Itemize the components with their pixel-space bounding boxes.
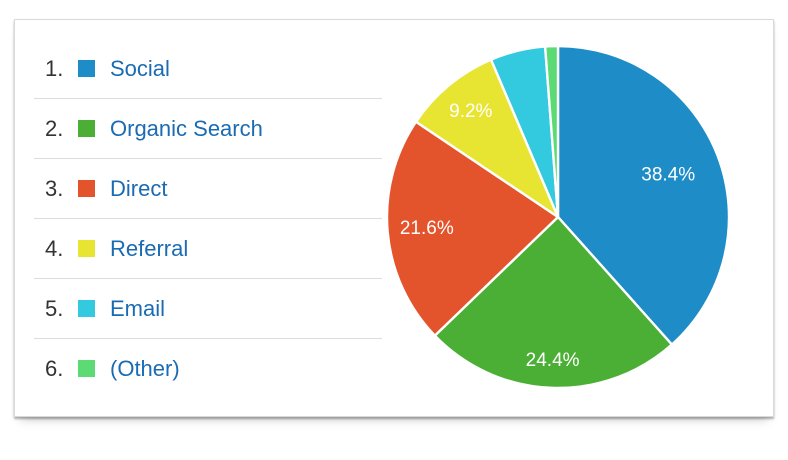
legend-item-social[interactable]: 1. Social <box>34 39 382 99</box>
legend-label[interactable]: Direct <box>110 175 168 201</box>
legend-swatch-icon <box>78 360 95 377</box>
legend-rank: 3. <box>45 175 64 201</box>
legend-swatch-icon <box>78 300 95 317</box>
pie-slice-organic-search[interactable] <box>433 215 674 390</box>
legend-swatch-icon <box>78 180 95 197</box>
pie-slice-direct[interactable] <box>385 120 560 337</box>
slice-percent-label: 38.4% <box>641 164 695 185</box>
slice-percent-label: 21.6% <box>400 218 454 239</box>
legend-label[interactable]: (Other) <box>110 355 180 381</box>
pie-slice-referral[interactable] <box>414 58 560 219</box>
legend-label[interactable]: Email <box>110 295 166 321</box>
legend-label[interactable]: Organic Search <box>110 115 263 141</box>
channels-legend: 1. Social 2. Organic Search 3. Direct 4.… <box>34 39 382 398</box>
pie-chart: 38.4% 24.4% 21.6% 9.2% <box>385 44 731 390</box>
legend-label[interactable]: Social <box>110 55 170 81</box>
legend-rank: 4. <box>45 235 64 261</box>
pie-slice-other[interactable] <box>543 44 560 219</box>
legend-item-referral[interactable]: 4. Referral <box>34 219 382 279</box>
legend-rank: 5. <box>45 295 64 321</box>
legend-rank: 6. <box>45 355 64 381</box>
legend-item-email[interactable]: 5. Email <box>34 279 382 339</box>
pie-chart-svg: 38.4% 24.4% 21.6% 9.2% <box>385 44 731 390</box>
legend-rank: 2. <box>45 115 64 141</box>
slice-percent-label: 9.2% <box>449 101 492 122</box>
legend-rank: 1. <box>45 55 64 81</box>
legend-label[interactable]: Referral <box>110 235 189 261</box>
legend-item-organic-search[interactable]: 2. Organic Search <box>34 99 382 159</box>
slice-percent-label: 24.4% <box>526 350 580 371</box>
legend-swatch-icon <box>78 240 95 257</box>
legend-item-other[interactable]: 6. (Other) <box>34 339 382 398</box>
chart-card: 1. Social 2. Organic Search 3. Direct 4.… <box>14 19 774 417</box>
legend-item-direct[interactable]: 3. Direct <box>34 159 382 219</box>
legend-swatch-icon <box>78 120 95 137</box>
legend-swatch-icon <box>78 60 95 77</box>
pie-slice-social[interactable] <box>556 44 731 346</box>
